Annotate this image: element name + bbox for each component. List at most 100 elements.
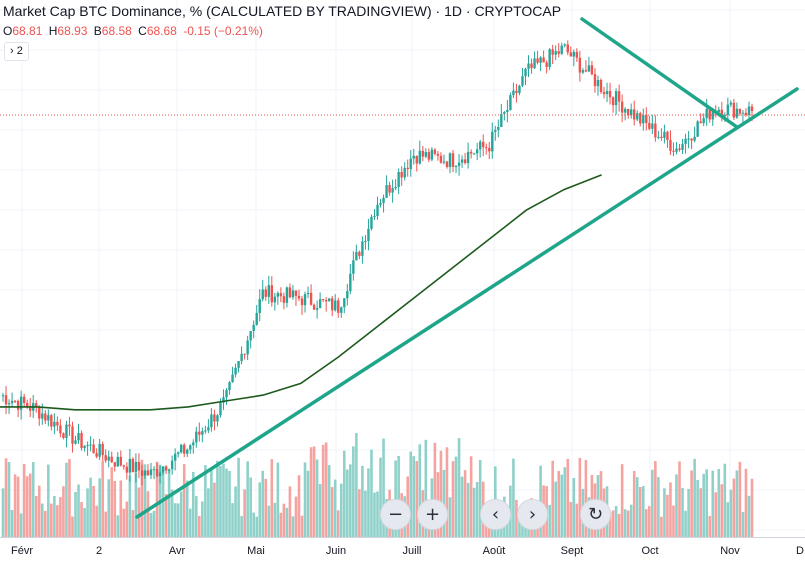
candle-body <box>101 443 104 456</box>
indicators-collapse-button[interactable]: › 2 <box>4 42 29 61</box>
volume-bar <box>711 470 715 537</box>
candle-body <box>642 115 645 124</box>
descending-trendline[interactable] <box>580 17 739 129</box>
volume-bar <box>327 465 331 537</box>
candle-body <box>318 299 322 309</box>
volume-bar <box>31 462 35 537</box>
candle-body <box>418 150 421 164</box>
candle-body <box>672 150 675 152</box>
candle-body <box>10 400 14 404</box>
volume-bar <box>303 462 307 537</box>
x-tick-label: Févr <box>11 545 33 557</box>
ascending-trendline[interactable] <box>135 87 799 519</box>
volume-bar <box>626 510 630 537</box>
candle-body <box>391 188 394 193</box>
symbol-title[interactable]: Market Cap BTC Dominance, % (CALCULATED … <box>3 3 562 19</box>
volume-bar <box>89 477 92 537</box>
zoom-in-button[interactable]: + <box>417 499 448 530</box>
volume-bar <box>134 472 138 537</box>
candle-body <box>557 51 560 54</box>
volume-bar <box>439 450 443 537</box>
volume-bar <box>40 503 44 537</box>
volume-bar <box>270 459 274 537</box>
candle-body <box>693 136 696 141</box>
volume-bar <box>418 444 422 537</box>
reset-chart-button[interactable]: ↻ <box>580 499 611 530</box>
x-tick-label: Nov <box>720 545 740 557</box>
volume-bar <box>352 446 355 537</box>
candle-body <box>527 63 530 69</box>
volume-bar <box>28 473 32 537</box>
candle-body <box>699 121 702 124</box>
candle-body <box>285 287 289 303</box>
candle-body <box>572 51 576 57</box>
candle-body <box>412 155 415 159</box>
volume-bar <box>684 510 687 537</box>
volume-bar <box>309 447 313 537</box>
candle-body <box>13 400 17 402</box>
volume-bar <box>394 460 397 537</box>
candle-body <box>382 197 385 204</box>
volume-bar <box>457 438 461 537</box>
candle-body <box>4 395 8 405</box>
candle-body <box>735 108 739 118</box>
volume-bar <box>204 465 207 537</box>
candle-body <box>119 456 123 466</box>
candle-body <box>92 444 95 454</box>
volume-bar <box>188 508 192 537</box>
candle-body <box>457 162 461 166</box>
candle-body <box>648 122 651 129</box>
candle-body <box>639 113 642 124</box>
candle-body <box>255 312 258 325</box>
volume-bar <box>512 458 515 537</box>
candle-body <box>403 167 406 178</box>
candle-body <box>726 104 730 115</box>
candle-body <box>379 203 382 205</box>
volume-bar <box>231 503 234 537</box>
volume-bar <box>693 458 696 537</box>
candle-body <box>334 300 337 311</box>
volume-bar <box>249 477 252 537</box>
volume-bar <box>306 470 310 537</box>
candle-body <box>122 465 126 467</box>
candle-body <box>509 95 512 111</box>
volume-bar <box>382 438 385 537</box>
candle-body <box>201 431 204 435</box>
volume-bar <box>182 464 186 537</box>
volume-bar <box>167 469 171 537</box>
volume-bar <box>143 464 147 537</box>
volume-bar <box>207 488 210 537</box>
volume-bar <box>264 478 268 537</box>
volume-bar <box>732 478 736 537</box>
volume-bar <box>660 516 663 537</box>
volume-bar <box>164 494 168 537</box>
volume-bar <box>1 488 5 537</box>
candle-body <box>388 185 391 193</box>
candle-body <box>192 442 195 446</box>
volume-bar <box>198 515 201 537</box>
volume-bar <box>240 516 243 537</box>
candle-body <box>264 289 267 297</box>
candle-body <box>367 228 370 242</box>
zoom-out-button[interactable]: − <box>380 499 411 530</box>
candle-body <box>327 298 331 302</box>
volume-bar <box>119 480 123 537</box>
candle-body <box>288 287 292 298</box>
candle-body <box>231 374 234 383</box>
candle-body <box>400 172 403 178</box>
volume-bar <box>336 510 340 537</box>
scroll-right-button[interactable]: › <box>517 499 548 530</box>
scroll-left-button[interactable]: ‹ <box>480 499 511 530</box>
candle-body <box>581 70 585 73</box>
volume-bar <box>448 497 452 537</box>
candle-body <box>448 153 452 168</box>
candle-body <box>219 402 222 416</box>
candle-body <box>611 97 615 106</box>
candle-body <box>303 294 307 306</box>
volume-bar <box>285 507 289 537</box>
candle-body <box>482 141 485 148</box>
volume-bar <box>638 487 642 537</box>
volume-bar <box>451 461 455 537</box>
time-axis[interactable]: Févr 2 Avr Mai Juin Juill Août Sept Oct … <box>0 537 805 566</box>
